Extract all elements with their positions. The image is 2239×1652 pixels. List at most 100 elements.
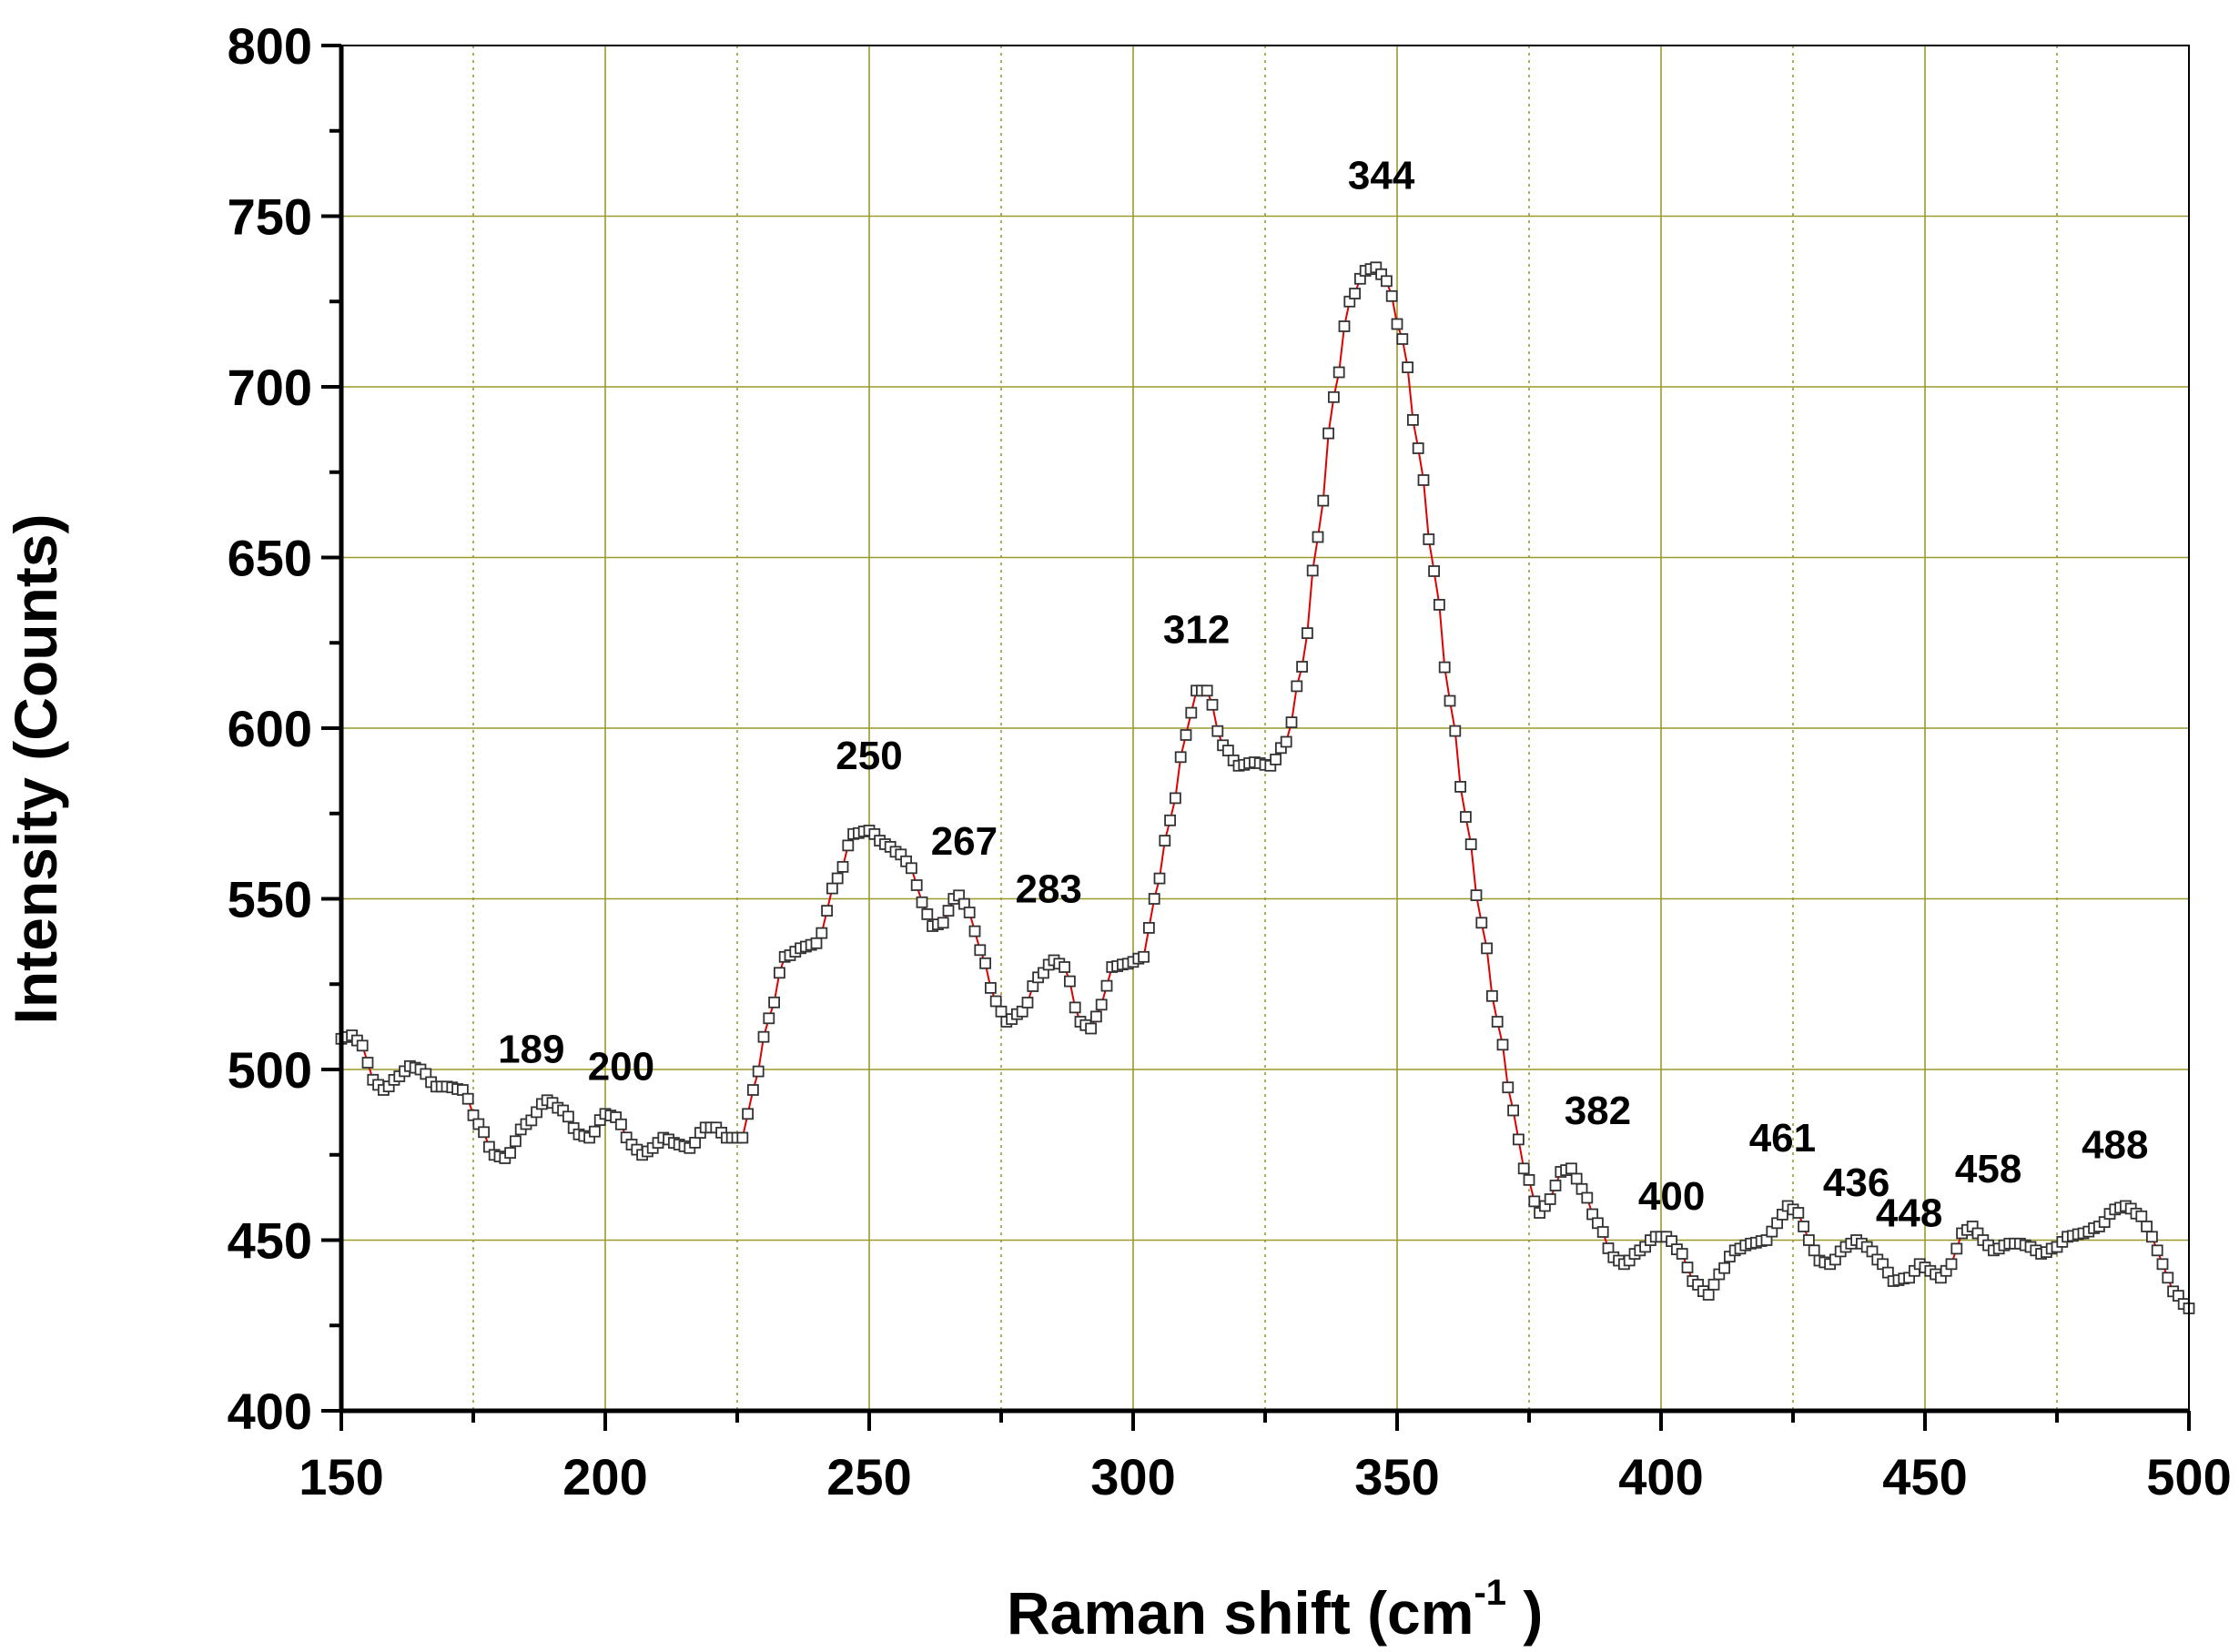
x-tick-label: 150: [299, 1448, 383, 1505]
data-point: [1280, 735, 1292, 748]
data-point: [995, 1005, 1008, 1018]
data-point: [1090, 1010, 1102, 1023]
data-point: [1164, 814, 1176, 826]
data-point: [768, 996, 780, 1008]
peak-label: 189: [498, 1028, 564, 1072]
grid-layer: [341, 46, 2189, 1411]
data-point: [1069, 1001, 1081, 1014]
data-point: [1470, 889, 1483, 901]
data-point: [1950, 1242, 1963, 1255]
data-point: [1391, 318, 1403, 330]
data-point: [1306, 564, 1319, 577]
data-point: [361, 1057, 374, 1069]
data-point: [1322, 427, 1334, 440]
peak-label: 400: [1638, 1174, 1705, 1219]
peak-label: 267: [931, 819, 998, 864]
data-point: [1507, 1104, 1519, 1117]
data-point: [1718, 1262, 1730, 1274]
data-point: [1438, 661, 1451, 674]
data-point: [1349, 288, 1361, 299]
x-tick-label: 350: [1354, 1448, 1439, 1505]
data-point: [937, 917, 949, 929]
axes-layer: [321, 44, 2191, 1431]
data-point: [2145, 1231, 2158, 1243]
y-tick-label: 750: [228, 188, 312, 246]
data-point: [1185, 706, 1198, 719]
tick-label-layer: 150 200 250 300 350 400 450 500 400 450 500 550 600 6…: [228, 17, 2232, 1505]
data-point: [1428, 565, 1440, 577]
data-point: [1095, 998, 1108, 1011]
data-point: [1549, 1180, 1562, 1191]
data-point: [1402, 361, 1413, 374]
x-axis-title: Raman shift (cm-1 ): [1007, 1573, 1543, 1647]
data-point: [510, 1135, 522, 1148]
data-point: [757, 1030, 770, 1043]
data-point: [1434, 599, 1445, 611]
data-point: [816, 927, 828, 939]
data-point: [736, 1131, 749, 1144]
data-point: [1317, 494, 1330, 507]
data-point: [1681, 1262, 1694, 1273]
y-tick-label: 600: [228, 700, 312, 757]
peak-label: 382: [1565, 1089, 1631, 1133]
peak-label: 250: [836, 734, 902, 778]
data-point: [461, 1092, 474, 1105]
data-point: [1565, 1162, 1577, 1175]
data-point: [1945, 1258, 1958, 1271]
data-point: [1100, 979, 1113, 992]
data-point: [1517, 1162, 1530, 1175]
data-point: [942, 905, 955, 917]
data-point: [742, 1108, 754, 1120]
data-point: [921, 908, 934, 920]
peak-label: 448: [1876, 1191, 1942, 1236]
data-point: [1021, 997, 1034, 1008]
data-point: [689, 1137, 701, 1149]
data-point: [1581, 1191, 1594, 1204]
data-point: [1792, 1207, 1805, 1219]
data-point: [906, 862, 917, 875]
data-point: [910, 879, 923, 891]
y-tick-label: 400: [228, 1383, 312, 1440]
data-point: [763, 1012, 775, 1025]
data-point: [1222, 745, 1234, 756]
data-point: [1396, 333, 1409, 345]
peak-label: 436: [1823, 1160, 1889, 1205]
series-line: [340, 266, 2190, 1310]
data-point: [1798, 1221, 1809, 1232]
x-axis-title-main: Raman shift (cm: [1007, 1579, 1474, 1647]
data-point: [1412, 442, 1424, 454]
y-tick-label: 500: [228, 1041, 312, 1099]
data-point: [1702, 1289, 1715, 1301]
peak-label: 344: [1348, 154, 1415, 198]
data-point: [1502, 1081, 1515, 1094]
peak-label: 283: [1015, 867, 1081, 911]
data-point: [1496, 1039, 1509, 1051]
data-point: [1808, 1244, 1820, 1257]
data-point: [1153, 872, 1166, 885]
x-tick-label: 400: [1618, 1448, 1703, 1505]
y-tick-label: 650: [228, 530, 312, 587]
data-point: [1296, 661, 1308, 673]
data-point: [1085, 1022, 1097, 1035]
data-point: [1803, 1234, 1815, 1246]
data-point: [1270, 754, 1282, 765]
data-point: [826, 882, 838, 895]
data-point: [2156, 1258, 2169, 1271]
data-point: [1407, 413, 1419, 426]
data-point: [989, 995, 1002, 1008]
data-point: [2151, 1244, 2163, 1257]
marker-layer: [335, 261, 2195, 1314]
data-point: [2135, 1210, 2148, 1222]
data-point: [1285, 716, 1298, 728]
peak-label: 461: [1749, 1116, 1816, 1160]
data-point: [1312, 531, 1324, 543]
x-tick-label: 200: [562, 1448, 647, 1505]
data-point: [1059, 961, 1070, 973]
data-point: [1513, 1133, 1525, 1146]
data-point: [985, 982, 997, 994]
data-point: [1464, 838, 1477, 850]
data-point: [747, 1084, 759, 1096]
data-point: [1148, 893, 1160, 905]
data-point: [1143, 922, 1155, 934]
